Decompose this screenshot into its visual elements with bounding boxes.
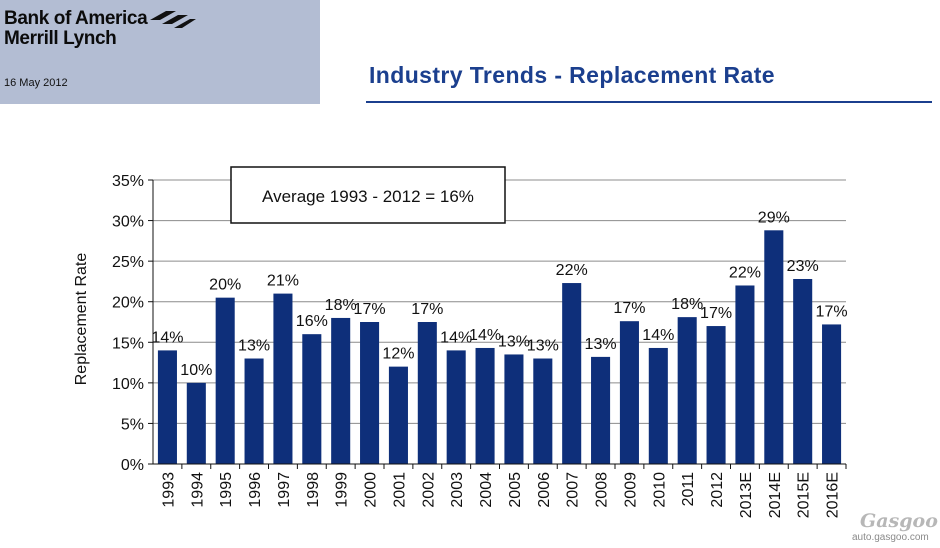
x-tick-label: 1998 bbox=[305, 472, 322, 508]
bar-data-labels: 14%10%20%13%21%16%18%17%12%17%14%14%13%1… bbox=[151, 209, 847, 379]
data-label-2009: 17% bbox=[613, 300, 645, 317]
bar-2015E bbox=[793, 278, 813, 464]
data-label-1999: 18% bbox=[325, 297, 357, 314]
x-tick-label: 1995 bbox=[218, 472, 235, 508]
bar-1998 bbox=[302, 334, 322, 464]
y-axis-title: Replacement Rate bbox=[73, 253, 90, 386]
x-tick-label: 2002 bbox=[420, 472, 437, 508]
y-tick-label: 35% bbox=[112, 173, 144, 190]
bar-1995 bbox=[215, 297, 235, 464]
data-label-2015E: 23% bbox=[787, 258, 819, 275]
x-tick-label: 2013E bbox=[738, 472, 755, 518]
average-annotation-text: Average 1993 - 2012 = 16% bbox=[262, 187, 474, 206]
data-label-2012: 17% bbox=[700, 305, 732, 322]
x-tick-label: 1999 bbox=[334, 472, 351, 508]
x-tick-label: 2010 bbox=[651, 472, 668, 508]
y-tick-label: 10% bbox=[112, 376, 144, 393]
data-label-2014E: 29% bbox=[758, 209, 790, 226]
data-label-1998: 16% bbox=[296, 313, 328, 330]
y-tick-label: 15% bbox=[112, 335, 144, 352]
x-tick-label: 2006 bbox=[536, 472, 553, 508]
bar-2007 bbox=[562, 283, 582, 464]
bar-2006 bbox=[533, 358, 553, 464]
data-label-1995: 20% bbox=[209, 277, 241, 294]
bar-2012 bbox=[706, 326, 726, 464]
data-label-2008: 13% bbox=[585, 336, 617, 353]
x-tick-label: 2012 bbox=[709, 472, 726, 508]
title-divider bbox=[366, 101, 932, 103]
x-tick-label: 1996 bbox=[247, 472, 264, 508]
bar-1994 bbox=[186, 382, 206, 464]
x-tick-label: 2001 bbox=[391, 472, 408, 508]
bar-2016E bbox=[822, 324, 842, 464]
bank-of-america-flag-icon bbox=[150, 11, 196, 28]
x-tick-label: 2008 bbox=[594, 472, 611, 508]
page-title: Industry Trends - Replacement Rate bbox=[369, 62, 775, 88]
y-tick-label: 0% bbox=[121, 457, 144, 474]
data-label-2007: 22% bbox=[556, 262, 588, 279]
bar-1993 bbox=[157, 350, 177, 464]
bar-2000 bbox=[360, 322, 380, 464]
y-tick-label: 30% bbox=[112, 214, 144, 231]
data-label-2006: 13% bbox=[527, 338, 559, 355]
data-label-2011: 18% bbox=[671, 296, 703, 313]
x-tick-label: 2000 bbox=[363, 472, 380, 508]
x-tick-label: 2005 bbox=[507, 472, 524, 508]
bar-2009 bbox=[619, 321, 639, 464]
data-label-2016E: 17% bbox=[816, 303, 848, 320]
x-tick-label: 1997 bbox=[276, 472, 293, 508]
bar-2003 bbox=[446, 350, 466, 464]
x-tick-label: 2014E bbox=[767, 472, 784, 518]
data-label-2001: 12% bbox=[382, 346, 414, 363]
data-label-2013E: 22% bbox=[729, 264, 761, 281]
x-tick-label: 2015E bbox=[796, 472, 813, 518]
data-label-2000: 17% bbox=[354, 301, 386, 318]
bar-2011 bbox=[677, 317, 697, 464]
data-label-2002: 17% bbox=[411, 301, 443, 318]
bar-2001 bbox=[388, 366, 408, 464]
brand-panel: Bank of America Merrill Lynch 16 May 201… bbox=[0, 0, 320, 104]
x-tick-label: 2009 bbox=[622, 472, 639, 508]
x-axis-tick-labels: 1993 1994 1995 1996 1997 1998 1999 2000 2001 2002… bbox=[160, 464, 847, 518]
y-tick-label: 5% bbox=[121, 416, 144, 433]
y-axis-tick-labels: 0% 5% 10% 15% 20% 25% 30% 35% bbox=[112, 173, 144, 474]
x-tick-label: 1993 bbox=[160, 472, 177, 508]
data-label-2010: 14% bbox=[642, 327, 674, 344]
bar-1996 bbox=[244, 358, 264, 464]
data-label-2003: 14% bbox=[440, 329, 472, 346]
brand-line-1: Bank of America bbox=[4, 8, 148, 29]
data-label-2004: 14% bbox=[469, 327, 501, 344]
y-tick-label: 25% bbox=[112, 254, 144, 271]
x-tick-label: 2016E bbox=[825, 472, 842, 518]
data-label-1996: 13% bbox=[238, 338, 270, 355]
y-tick-label: 20% bbox=[112, 295, 144, 312]
brand-line-2: Merrill Lynch bbox=[4, 28, 117, 49]
x-tick-label: 2003 bbox=[449, 472, 466, 508]
data-label-1994: 10% bbox=[180, 362, 212, 379]
bar-2002 bbox=[417, 322, 437, 464]
x-tick-label: 2011 bbox=[680, 472, 697, 507]
bar-2004 bbox=[475, 347, 495, 464]
bar-2014E bbox=[764, 230, 784, 464]
data-label-1993: 14% bbox=[151, 329, 183, 346]
bar-2010 bbox=[648, 347, 668, 464]
x-tick-label: 1994 bbox=[189, 472, 206, 508]
bar-1997 bbox=[273, 293, 293, 464]
chart-bars bbox=[157, 230, 842, 464]
report-date: 16 May 2012 bbox=[4, 77, 68, 89]
bar-1999 bbox=[331, 317, 351, 464]
watermark-url: auto.gasgoo.com bbox=[852, 532, 929, 543]
x-tick-label: 2007 bbox=[565, 472, 582, 508]
bar-2005 bbox=[504, 354, 524, 464]
average-annotation-box bbox=[230, 166, 506, 224]
watermark-logo: Gasgoo bbox=[860, 510, 938, 532]
data-label-1997: 21% bbox=[267, 273, 299, 290]
bar-2008 bbox=[591, 356, 611, 464]
brand-name: Bank of America Merrill Lynch bbox=[4, 8, 148, 49]
data-label-2005: 13% bbox=[498, 333, 530, 350]
chart-gridlines bbox=[148, 179, 846, 465]
x-tick-label: 2004 bbox=[478, 472, 495, 508]
bar-2013E bbox=[735, 285, 755, 464]
